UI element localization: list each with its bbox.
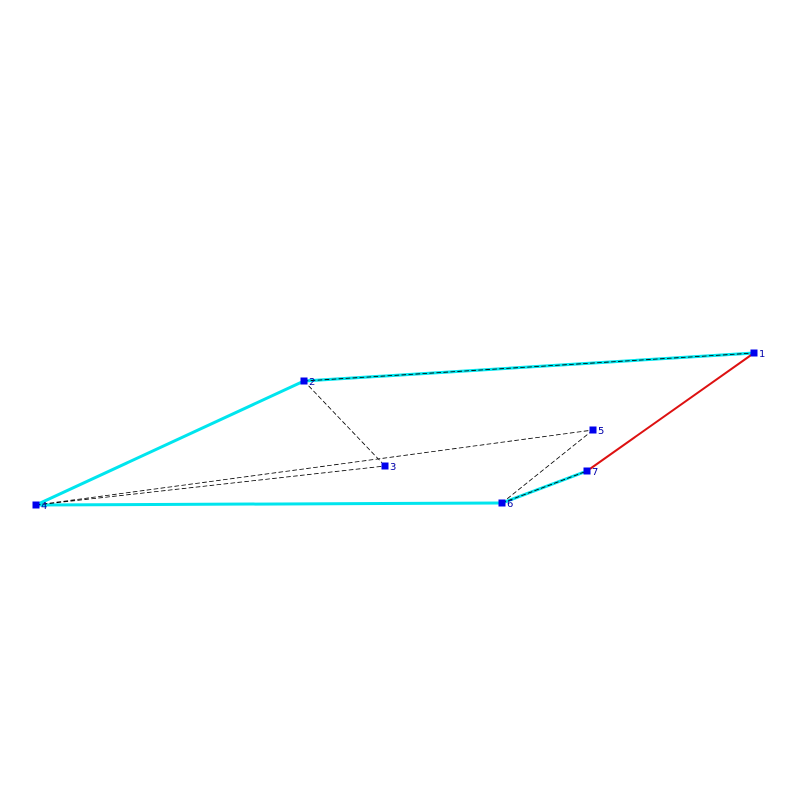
node-7[interactable]: 7 xyxy=(583,467,599,478)
node-6[interactable]: 6 xyxy=(498,499,514,510)
node-marker[interactable] xyxy=(381,462,389,470)
node-5[interactable]: 5 xyxy=(589,426,605,437)
edge-4-6-highlight xyxy=(34,501,504,507)
node-marker[interactable] xyxy=(300,377,308,385)
node-marker[interactable] xyxy=(589,426,597,434)
edge-2-3-dashed xyxy=(303,380,386,467)
node-label: 2 xyxy=(309,377,315,388)
node-label: 4 xyxy=(41,501,47,512)
node-label: 6 xyxy=(507,499,513,510)
node-4[interactable]: 4 xyxy=(32,501,48,512)
node-3[interactable]: 3 xyxy=(381,462,397,473)
edge-6-7-dashed xyxy=(501,470,588,504)
node-2[interactable]: 2 xyxy=(300,377,316,388)
edge-7-1-accent xyxy=(586,352,755,472)
edge-4-5-dashed xyxy=(35,429,594,506)
node-marker[interactable] xyxy=(583,467,591,475)
node-1[interactable]: 1 xyxy=(750,349,766,360)
node-label: 1 xyxy=(759,349,765,360)
nodes-layer: 1 2 3 4 5 6 7 xyxy=(32,349,766,512)
node-label: 3 xyxy=(390,462,396,473)
node-label: 7 xyxy=(592,467,598,478)
edges-layer xyxy=(34,351,756,507)
edge-2-1-dashed xyxy=(303,352,755,382)
node-marker[interactable] xyxy=(32,501,40,509)
edge-4-3-dashed xyxy=(35,465,386,506)
edge-4-2-highlight xyxy=(34,379,306,507)
node-label: 5 xyxy=(598,426,604,437)
node-marker[interactable] xyxy=(498,499,506,507)
node-marker[interactable] xyxy=(750,349,758,357)
edge-6-5-dashed xyxy=(501,429,594,504)
